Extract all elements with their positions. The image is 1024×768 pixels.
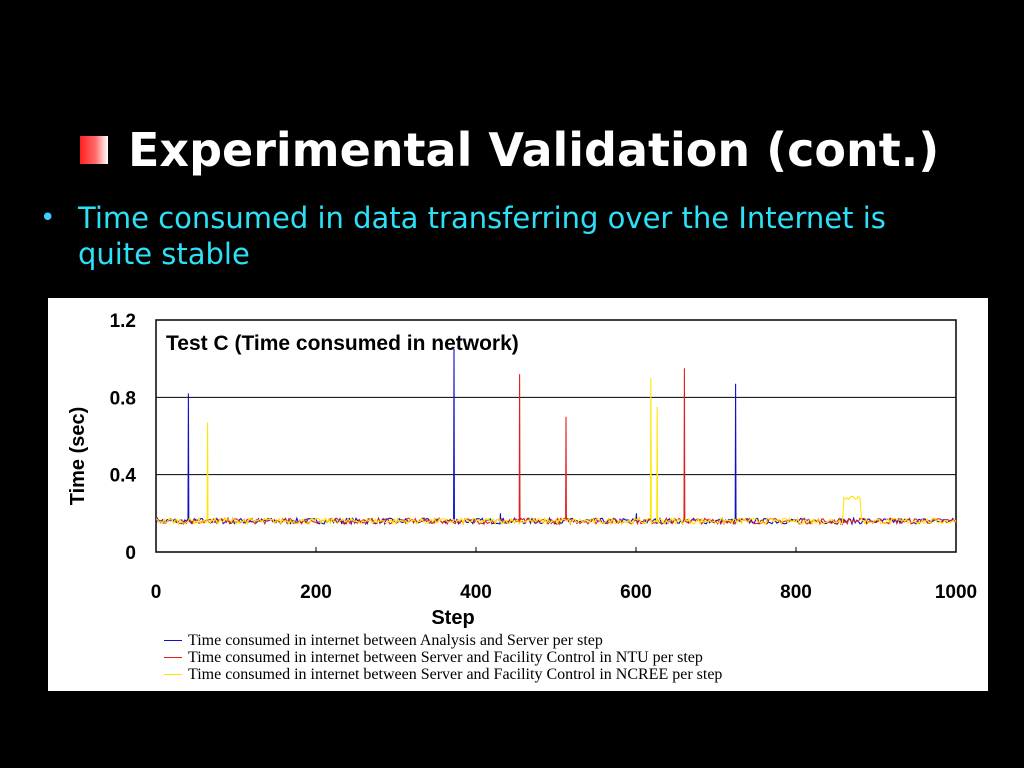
legend-label: Time consumed in internet between Server… xyxy=(188,665,723,683)
legend-swatch xyxy=(164,657,182,658)
x-tick-label: 400 xyxy=(460,582,492,603)
y-tick-label: 0.4 xyxy=(110,466,137,487)
y-tick-label: 1.2 xyxy=(110,311,136,332)
y-tick-label: 0 xyxy=(125,543,136,564)
x-tick-label: 1000 xyxy=(935,582,977,603)
series-line-3 xyxy=(155,377,957,526)
title-bullet-square-icon xyxy=(80,136,108,164)
bullet-point: • Time consumed in data transferring ove… xyxy=(40,200,970,272)
series-line-2 xyxy=(155,368,957,526)
legend-label: Time consumed in internet between Analys… xyxy=(188,631,603,649)
chart-panel: 0 0.4 0.8 1.2 0 200 400 600 800 1000 Step Time (sec… xyxy=(48,298,988,691)
legend-item-1: Time consumed in internet between Analys… xyxy=(164,632,722,649)
chart-legend: Time consumed in internet between Analys… xyxy=(164,632,722,683)
legend-swatch xyxy=(164,674,182,675)
series-line-1 xyxy=(155,348,957,526)
chart-title: Test C (Time consumed in network) xyxy=(166,332,519,355)
x-tick-label: 600 xyxy=(620,582,652,603)
y-axis-label: Time (sec) xyxy=(67,407,89,506)
x-tick-label: 200 xyxy=(300,582,332,603)
legend-item-3: Time consumed in internet between Server… xyxy=(164,666,722,683)
x-axis-label: Step xyxy=(431,607,474,629)
slide-title-row: Experimental Validation (cont.) xyxy=(80,118,939,182)
x-tick-label: 0 xyxy=(151,582,162,603)
slide-title: Experimental Validation (cont.) xyxy=(128,123,940,177)
legend-swatch xyxy=(164,640,182,641)
legend-label: Time consumed in internet between Server… xyxy=(188,648,703,666)
bullet-text: Time consumed in data transferring over … xyxy=(78,201,886,271)
bullet-dot-icon: • xyxy=(40,203,56,233)
legend-item-2: Time consumed in internet between Server… xyxy=(164,649,722,666)
plot-area xyxy=(155,319,957,553)
x-tick-label: 800 xyxy=(780,582,812,603)
y-tick-label: 0.8 xyxy=(110,388,136,409)
network-time-chart: 0 0.4 0.8 1.2 0 200 400 600 800 1000 Step Time (sec… xyxy=(67,311,977,629)
